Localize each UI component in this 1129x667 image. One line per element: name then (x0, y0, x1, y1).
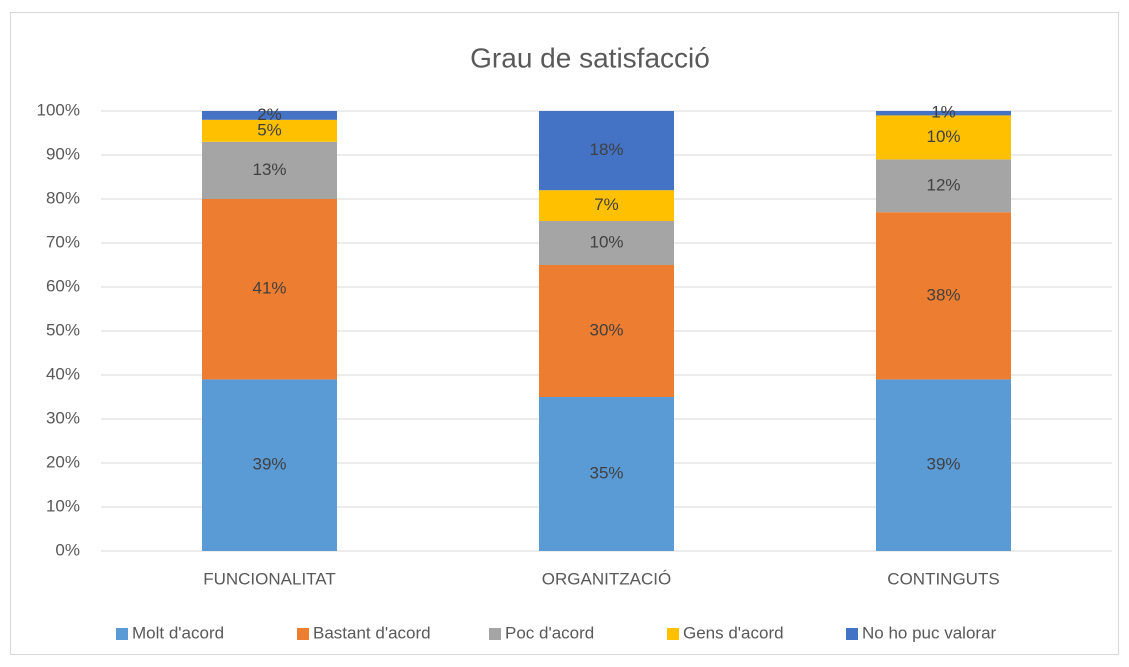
y-tick-label: 50% (46, 320, 80, 339)
y-tick-label: 20% (46, 452, 80, 471)
y-tick-label: 70% (46, 232, 80, 251)
bar-segment (202, 119, 337, 142)
bar-segment (539, 190, 674, 221)
y-tick-label: 30% (46, 408, 80, 427)
legend-swatch (116, 628, 128, 640)
bar-segment (539, 221, 674, 265)
chart-title: Grau de satisfacció (470, 42, 710, 73)
x-tick-label: FUNCIONALITAT (203, 569, 336, 588)
legend-label: Gens d'acord (683, 623, 784, 642)
bar-segment (202, 199, 337, 380)
data-label: 2% (257, 105, 282, 124)
bar-segment (876, 379, 1011, 551)
bar-segment (876, 212, 1011, 380)
legend-label: Poc d'acord (505, 623, 594, 642)
bar-segment (876, 159, 1011, 213)
data-label: 13% (252, 160, 286, 179)
legend-swatch (667, 628, 679, 640)
legend-label: Molt d'acord (132, 623, 224, 642)
data-label: 38% (926, 285, 960, 304)
bar-segment (202, 111, 337, 120)
data-label: 41% (252, 279, 286, 298)
y-tick-label: 60% (46, 276, 80, 295)
bar-segment (202, 379, 337, 551)
legend-label: No ho puc valorar (862, 623, 997, 642)
bar-segment (539, 397, 674, 551)
legend-label: Bastant d'acord (313, 623, 431, 642)
x-tick-label: ORGANITZACIÓ (542, 569, 671, 588)
data-label: 35% (589, 463, 623, 482)
legend-swatch (489, 628, 501, 640)
data-label: 12% (926, 175, 960, 194)
bar-segment (876, 111, 1011, 116)
x-tick-label: CONTINGUTS (887, 569, 999, 588)
y-tick-label: 10% (46, 496, 80, 515)
bar-segment (539, 265, 674, 397)
y-tick-label: 40% (46, 364, 80, 383)
data-label: 1% (931, 103, 956, 122)
data-label: 39% (252, 455, 286, 474)
bar-segment (202, 141, 337, 199)
y-tick-label: 100% (37, 100, 80, 119)
y-tick-label: 90% (46, 144, 80, 163)
y-tick-label: 80% (46, 188, 80, 207)
data-label: 5% (257, 120, 282, 139)
legend-swatch (297, 628, 309, 640)
data-label: 10% (589, 232, 623, 251)
data-label: 30% (589, 320, 623, 339)
data-label: 18% (589, 140, 623, 159)
data-label: 10% (926, 127, 960, 146)
bar-segment (539, 111, 674, 191)
legend-swatch (846, 628, 858, 640)
data-label: 39% (926, 455, 960, 474)
data-label: 7% (594, 195, 619, 214)
bar-segment (876, 115, 1011, 160)
y-tick-label: 0% (55, 540, 80, 559)
